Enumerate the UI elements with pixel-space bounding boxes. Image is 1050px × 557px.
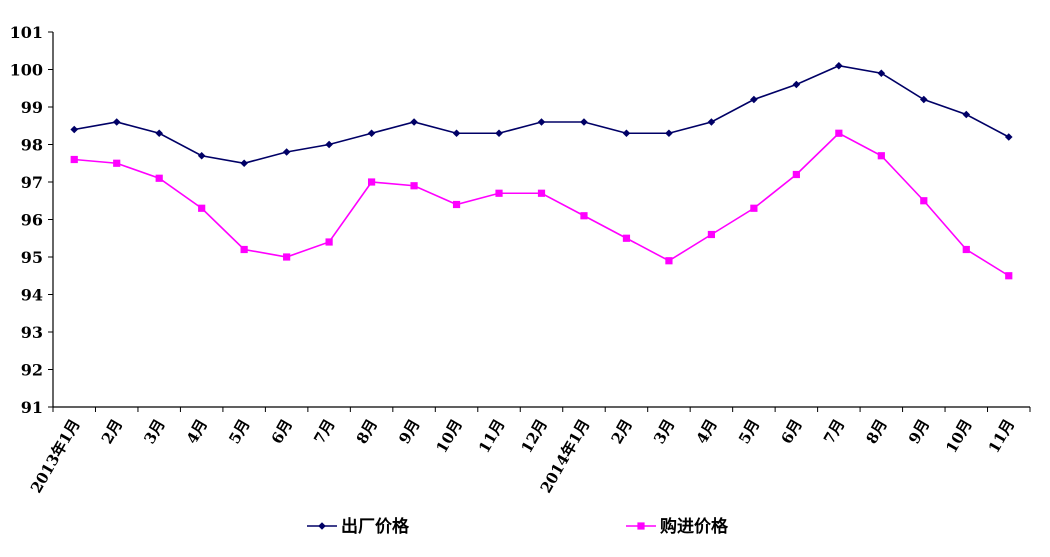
data-point bbox=[495, 189, 503, 197]
legend-item-1: 出厂价格 bbox=[307, 516, 410, 537]
series-2 bbox=[70, 129, 1013, 280]
series-layer bbox=[70, 61, 1013, 280]
data-point bbox=[920, 95, 928, 104]
x-tick-label: 12月 bbox=[517, 416, 551, 456]
data-point bbox=[1005, 272, 1013, 280]
data-point bbox=[197, 151, 206, 160]
data-point bbox=[920, 197, 928, 205]
x-tick-label: 8月 bbox=[353, 416, 381, 447]
x-tick-label: 5月 bbox=[225, 416, 253, 447]
data-point bbox=[707, 230, 716, 239]
y-tick-label: 99 bbox=[21, 98, 43, 117]
series-1 bbox=[70, 61, 1013, 168]
data-point bbox=[877, 152, 885, 160]
data-point bbox=[537, 189, 546, 197]
x-tick-label: 9月 bbox=[905, 416, 933, 447]
data-point bbox=[1004, 133, 1013, 141]
data-point bbox=[835, 129, 843, 137]
data-point bbox=[665, 129, 673, 138]
y-tick-label: 100 bbox=[10, 61, 43, 80]
y-tick-label: 94 bbox=[21, 286, 43, 305]
x-tick-label: 11月 bbox=[985, 416, 1019, 456]
x-tick-label: 2月 bbox=[608, 416, 636, 447]
x-tick-label: 3月 bbox=[650, 416, 678, 447]
data-point bbox=[70, 125, 79, 134]
x-tick-label: 10月 bbox=[942, 416, 976, 456]
x-tick-label: 11月 bbox=[475, 416, 509, 456]
data-point bbox=[537, 118, 546, 126]
data-point bbox=[283, 253, 291, 261]
data-point bbox=[665, 257, 673, 265]
data-point bbox=[495, 129, 503, 138]
y-tick-label: 101 bbox=[10, 23, 43, 42]
y-axis-ticks: 91 92 93 94 95 96 97 98 99 100 101 bbox=[10, 23, 53, 417]
x-tick-label: 2013年1月 bbox=[27, 416, 84, 496]
axes bbox=[52, 32, 1030, 408]
legend-marker bbox=[318, 522, 326, 530]
y-tick-label: 92 bbox=[21, 361, 43, 380]
x-tick-label: 6月 bbox=[778, 416, 806, 447]
data-point bbox=[240, 245, 248, 254]
data-point bbox=[367, 178, 376, 186]
legend: 出厂价格 购进价格 bbox=[307, 516, 729, 537]
legend-marker bbox=[637, 522, 645, 530]
data-point bbox=[198, 204, 206, 212]
x-tick-label: 4月 bbox=[693, 416, 721, 447]
legend-label: 出厂价格 bbox=[341, 516, 410, 537]
series-line bbox=[74, 132, 1010, 277]
y-tick-label: 97 bbox=[21, 173, 43, 192]
x-tick-label: 3月 bbox=[140, 416, 168, 447]
x-tick-label: 6月 bbox=[268, 416, 296, 447]
y-tick-label: 95 bbox=[21, 248, 43, 267]
data-point bbox=[410, 182, 418, 190]
data-point bbox=[452, 200, 461, 209]
data-point bbox=[962, 245, 970, 254]
data-point bbox=[835, 61, 843, 70]
legend-label: 购进价格 bbox=[660, 516, 729, 537]
data-point bbox=[70, 155, 78, 164]
data-point bbox=[792, 80, 801, 89]
y-tick-label: 93 bbox=[21, 323, 43, 342]
x-tick-label: 7月 bbox=[310, 416, 338, 447]
x-tick-label: 8月 bbox=[862, 416, 890, 447]
data-point bbox=[367, 129, 376, 138]
data-point bbox=[155, 129, 163, 138]
data-point bbox=[962, 110, 971, 119]
data-point bbox=[410, 118, 418, 126]
data-point bbox=[112, 118, 121, 126]
data-point bbox=[622, 129, 631, 138]
y-tick-label: 91 bbox=[21, 398, 43, 417]
y-tick-label: 96 bbox=[21, 211, 43, 230]
data-point bbox=[877, 69, 886, 78]
data-point bbox=[707, 118, 716, 126]
data-point bbox=[622, 234, 631, 242]
data-point bbox=[452, 129, 461, 138]
data-point bbox=[580, 212, 588, 220]
data-point bbox=[750, 204, 758, 212]
data-point bbox=[792, 170, 800, 179]
x-tick-label: 9月 bbox=[395, 416, 423, 447]
legend-item-2: 购进价格 bbox=[626, 516, 729, 537]
data-point bbox=[325, 238, 333, 246]
data-point bbox=[282, 148, 291, 156]
data-point bbox=[113, 159, 121, 167]
x-tick-label: 10月 bbox=[432, 416, 466, 456]
x-tick-label: 4月 bbox=[183, 416, 211, 447]
data-point bbox=[580, 118, 588, 126]
x-tick-label: 5月 bbox=[735, 416, 763, 447]
data-point bbox=[155, 174, 163, 182]
x-tick-label: 2月 bbox=[98, 416, 126, 447]
y-tick-label: 98 bbox=[21, 136, 43, 155]
data-point bbox=[240, 159, 248, 168]
data-point bbox=[325, 140, 333, 149]
data-point bbox=[750, 95, 758, 104]
x-tick-label: 7月 bbox=[820, 416, 848, 447]
